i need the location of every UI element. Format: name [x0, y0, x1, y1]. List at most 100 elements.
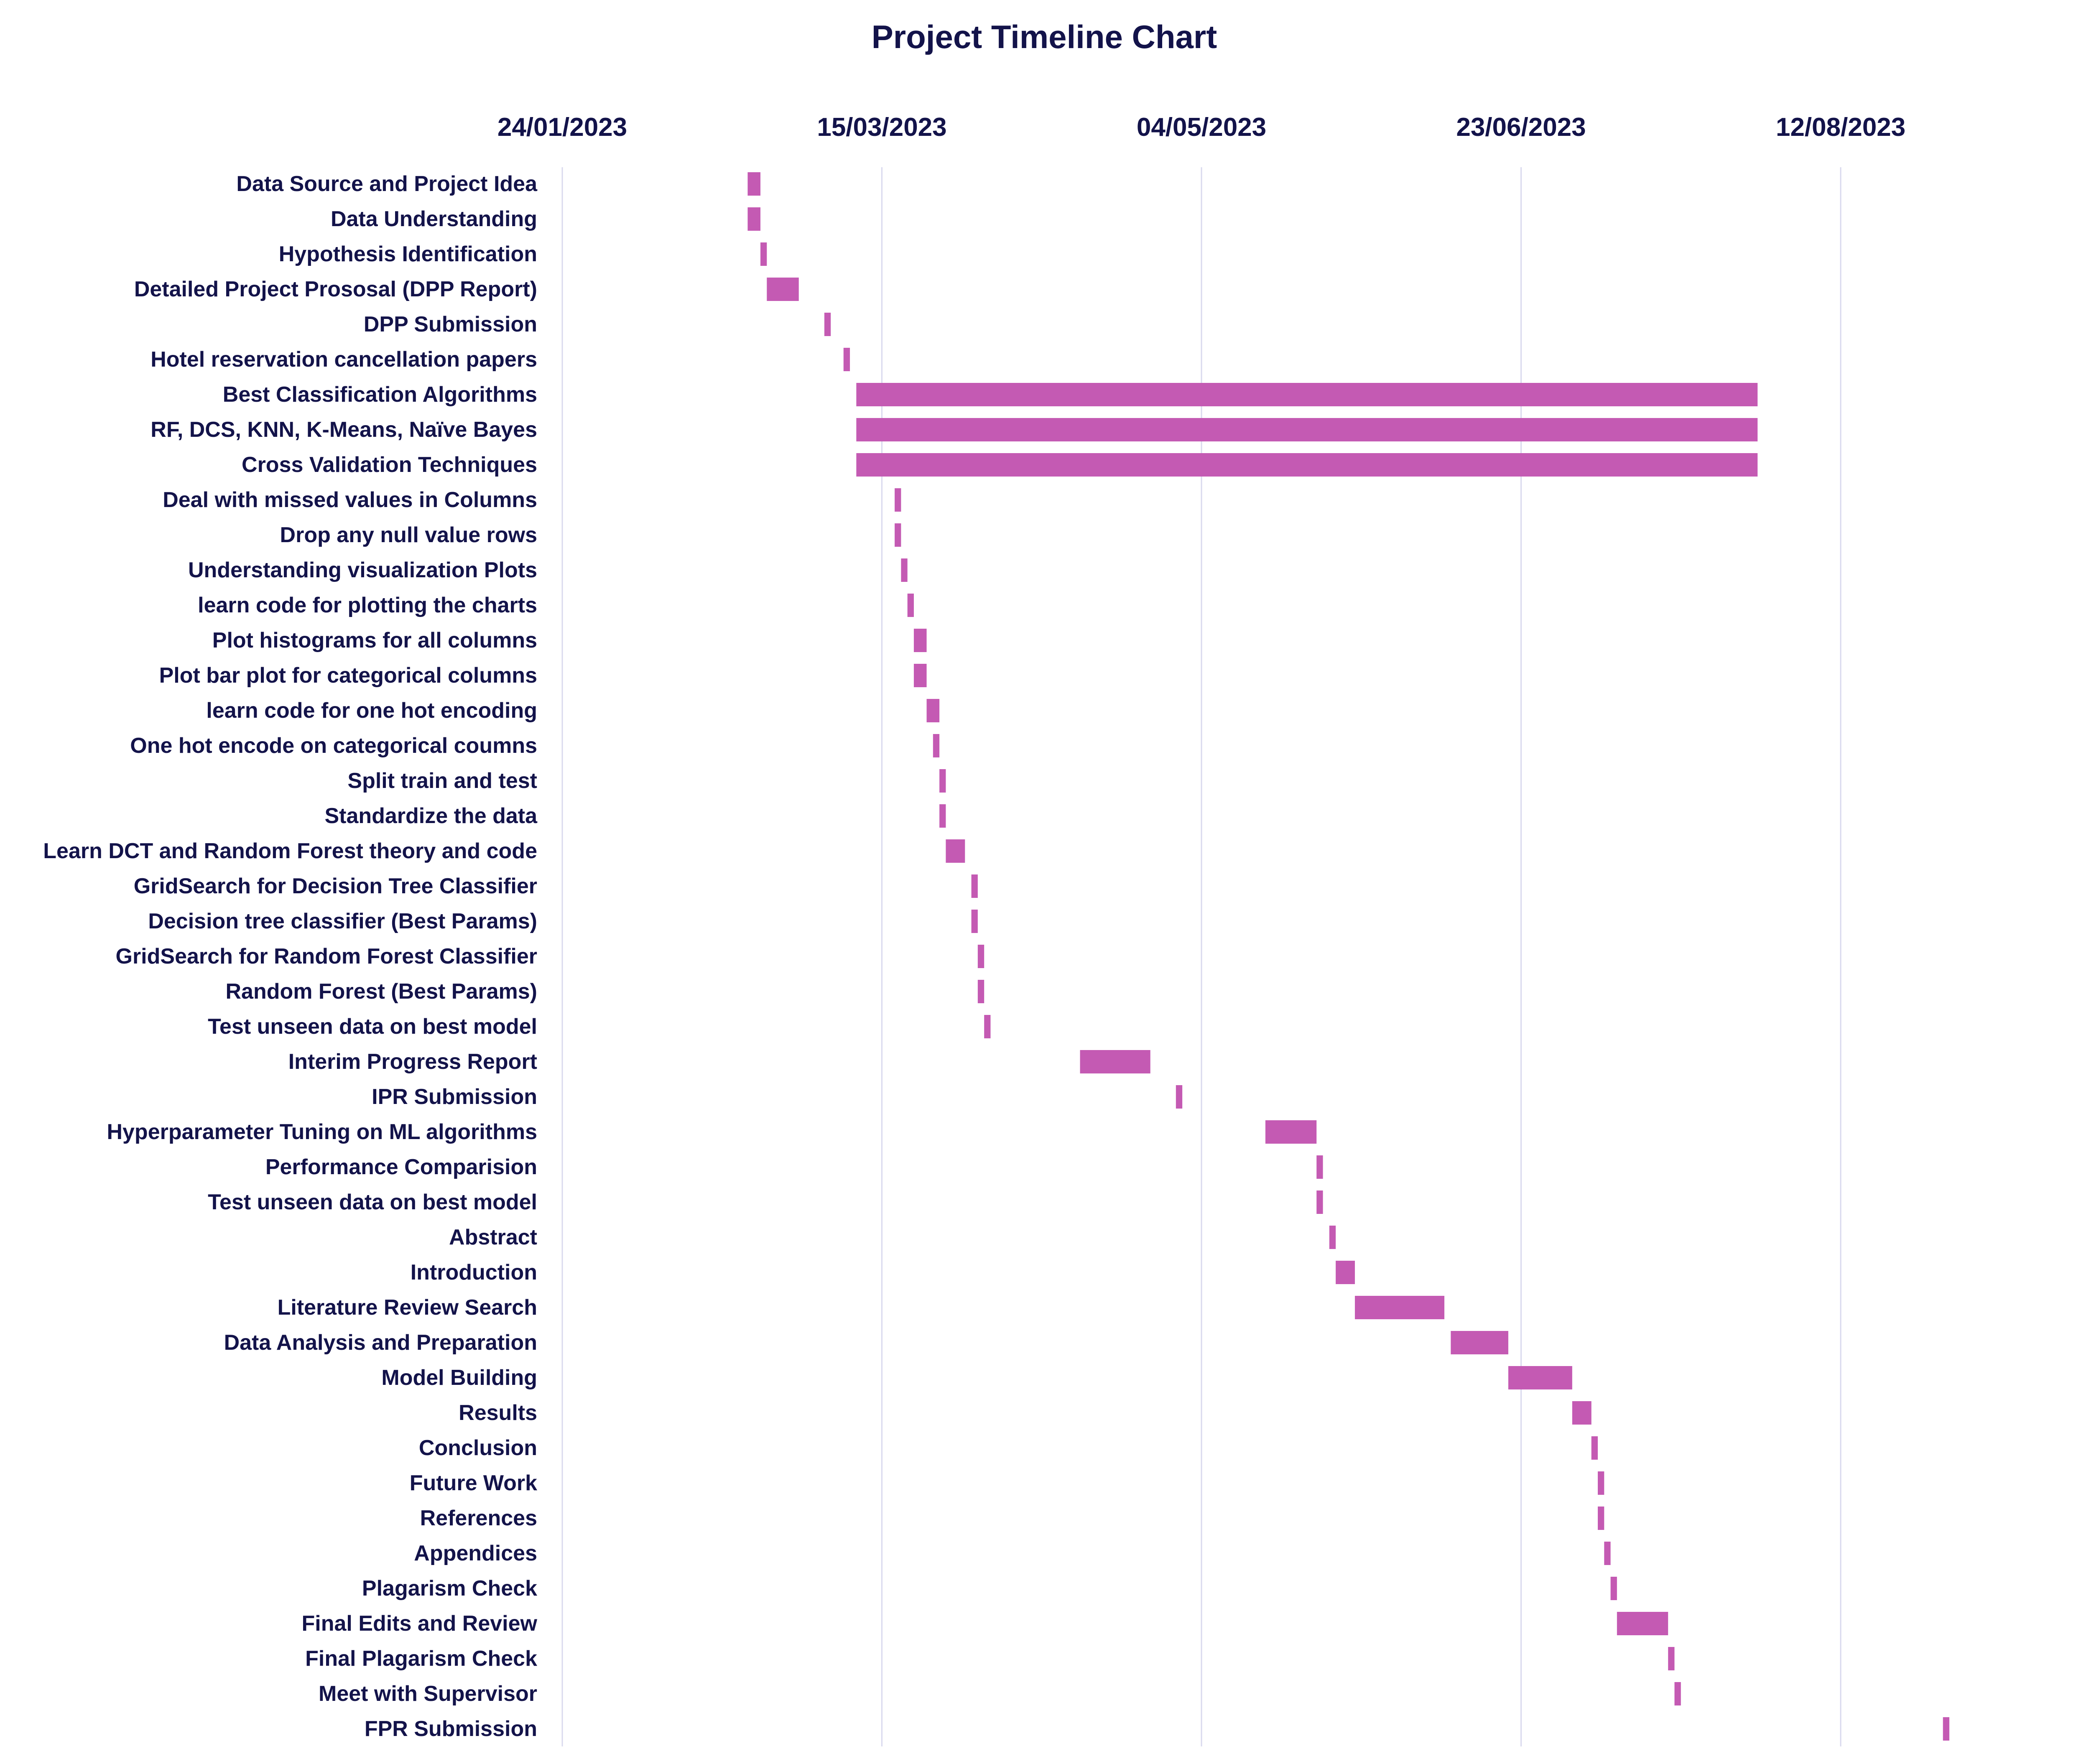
task-bar — [971, 874, 978, 898]
task-bar — [926, 699, 940, 722]
task-label: Future Work — [410, 1471, 537, 1495]
task-bar — [913, 664, 927, 687]
x-tick-label: 23/06/2023 — [1456, 113, 1586, 142]
task-label: RF, DCS, KNN, K-Means, Naïve Bayes — [150, 418, 537, 442]
task-label: Introduction — [411, 1260, 537, 1285]
task-label: Appendices — [414, 1541, 537, 1565]
task-bar — [1668, 1647, 1675, 1670]
task-bar — [824, 313, 831, 336]
task-label: IPR Submission — [372, 1085, 537, 1109]
chart-title: Project Timeline Chart — [872, 18, 1217, 55]
task-bar — [1943, 1717, 1949, 1741]
task-label: Model Building — [381, 1366, 537, 1390]
task-label: DPP Submission — [364, 312, 537, 336]
task-bar — [901, 558, 908, 582]
task-bars — [747, 172, 1949, 1741]
task-label: GridSearch for Decision Tree Classifier — [134, 874, 537, 898]
task-bar — [1451, 1331, 1508, 1354]
task-bar — [1674, 1682, 1681, 1705]
task-label: Results — [459, 1401, 537, 1425]
task-bar — [1316, 1155, 1323, 1179]
task-label: Hotel reservation cancellation papers — [150, 347, 537, 372]
task-bar — [1604, 1542, 1611, 1565]
task-label: Random Forest (Best Params) — [225, 979, 537, 1004]
task-label: Final Plagarism Check — [305, 1647, 537, 1671]
task-bar — [856, 383, 1758, 406]
task-label: Test unseen data on best model — [208, 1190, 537, 1214]
task-label: Meet with Supervisor — [319, 1682, 537, 1706]
task-bar — [1508, 1366, 1572, 1389]
task-label: FPR Submission — [365, 1717, 537, 1741]
task-labels: Data Source and Project Idea Data Underst… — [43, 172, 538, 1741]
task-bar — [1617, 1612, 1668, 1635]
task-label: Hyperparameter Tuning on ML algorithms — [107, 1120, 537, 1144]
task-bar — [1329, 1226, 1336, 1249]
task-label: Standardize the data — [324, 804, 538, 828]
task-bar — [939, 804, 946, 828]
task-label: Conclusion — [419, 1436, 537, 1460]
task-bar — [895, 488, 901, 512]
task-label: Data Analysis and Preparation — [224, 1331, 537, 1355]
task-label: Plagarism Check — [362, 1576, 537, 1601]
task-bar — [1336, 1261, 1355, 1284]
x-tick-label: 04/05/2023 — [1137, 113, 1266, 142]
task-label: Plot histograms for all columns — [212, 628, 537, 653]
task-label: Final Edits and Review — [302, 1611, 538, 1636]
task-bar — [1591, 1436, 1598, 1460]
task-bar — [747, 172, 760, 196]
x-tick-label: 15/03/2023 — [817, 113, 946, 142]
task-bar — [971, 910, 978, 933]
task-bar — [913, 629, 927, 652]
task-label: Detailed Project Prososal (DPP Report) — [134, 277, 537, 301]
task-bar — [1176, 1085, 1183, 1109]
x-axis-ticks: 24/01/2023 15/03/2023 04/05/2023 23/06/2023… — [497, 113, 1905, 142]
task-bar — [1597, 1507, 1604, 1530]
task-label: Hypothesis Identification — [279, 242, 537, 266]
task-label: Cross Validation Techniques — [242, 453, 537, 477]
task-label: Plot bar plot for categorical columns — [159, 663, 537, 688]
task-bar — [760, 242, 767, 266]
task-label: learn code for one hot encoding — [206, 698, 537, 723]
task-bar — [856, 453, 1758, 477]
task-label: Abstract — [449, 1225, 537, 1249]
task-bar — [984, 1015, 991, 1038]
task-bar — [933, 734, 940, 757]
task-label: Understanding visualization Plots — [188, 558, 537, 582]
task-label: Decision tree classifier (Best Params) — [148, 909, 537, 933]
task-bar — [977, 980, 985, 1003]
task-bar — [767, 278, 799, 301]
task-bar — [1597, 1471, 1604, 1495]
task-bar — [1354, 1296, 1445, 1319]
task-label: Test unseen data on best model — [208, 1015, 537, 1039]
x-tick-label: 24/01/2023 — [497, 113, 627, 142]
task-label: Best Classification Algorithms — [223, 382, 537, 407]
task-label: GridSearch for Random Forest Classifier — [116, 944, 538, 969]
task-label: References — [420, 1506, 537, 1530]
task-bar — [1080, 1050, 1150, 1073]
task-label: Split train and test — [347, 769, 537, 793]
task-label: Literature Review Search — [278, 1295, 537, 1320]
task-bar — [843, 348, 850, 371]
task-bar — [1572, 1401, 1592, 1425]
task-bar — [939, 769, 946, 793]
task-bar — [1265, 1120, 1317, 1144]
task-bar — [1610, 1577, 1617, 1600]
task-bar — [1316, 1190, 1323, 1214]
task-label: Learn DCT and Random Forest theory and c… — [43, 839, 537, 863]
task-label: Data Source and Project Idea — [236, 172, 538, 196]
task-label: One hot encode on categorical coumns — [130, 734, 537, 758]
task-bar — [946, 839, 965, 863]
task-bar — [907, 594, 914, 617]
task-bar — [856, 418, 1758, 441]
task-label: Deal with missed values in Columns — [163, 488, 537, 512]
task-label: Performance Comparision — [265, 1155, 537, 1179]
x-tick-label: 12/08/2023 — [1776, 113, 1905, 142]
task-bar — [747, 207, 760, 231]
task-label: Drop any null value rows — [280, 523, 537, 547]
task-bar — [895, 523, 901, 547]
task-label: Interim Progress Report — [288, 1050, 537, 1074]
task-bar — [977, 945, 985, 968]
task-label: Data Understanding — [331, 207, 537, 231]
